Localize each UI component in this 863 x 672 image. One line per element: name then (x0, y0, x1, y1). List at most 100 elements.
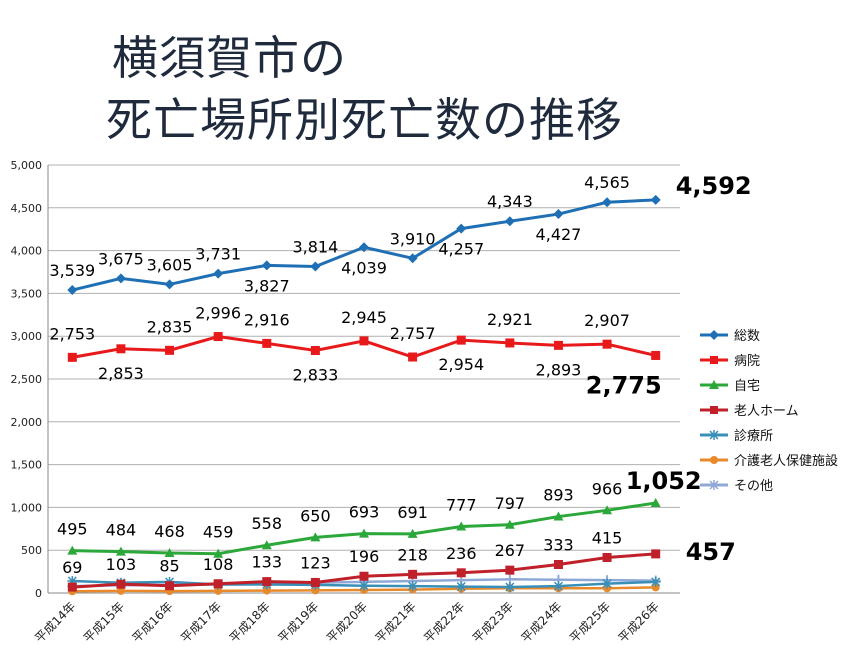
data-point (359, 242, 369, 253)
legend-swatch (700, 405, 728, 414)
y-tick-label: 5,000 (11, 159, 43, 172)
legend-swatch (700, 479, 728, 490)
data-label: 4,427 (536, 225, 582, 244)
data-point (505, 565, 515, 575)
data-point (67, 545, 78, 555)
data-label: 218 (397, 545, 428, 564)
data-point (213, 548, 224, 558)
data-point (553, 559, 563, 569)
data-label: 4,565 (584, 173, 630, 192)
data-label: 966 (592, 479, 623, 498)
data-label: 103 (106, 555, 137, 574)
data-label: 777 (446, 495, 477, 514)
data-point (310, 261, 321, 272)
legend-swatch (700, 379, 728, 389)
data-point (456, 335, 466, 345)
data-label: 4,592 (676, 172, 752, 200)
data-label: 3,605 (147, 255, 193, 274)
data-point (213, 332, 223, 342)
data-label: 236 (446, 544, 477, 563)
legend-label: 介護老人保健施設 (734, 454, 839, 469)
legend-item: 診療所 (700, 422, 838, 447)
x-tick-label: 平成21年 (373, 599, 419, 645)
data-point (115, 273, 126, 284)
legend-label: その他 (734, 479, 774, 494)
data-point (359, 336, 369, 346)
data-point (407, 581, 418, 592)
data-point (651, 350, 661, 360)
data-label: 693 (349, 503, 380, 522)
legend-label: 老人ホーム (734, 404, 799, 419)
data-point (214, 586, 223, 595)
legend-swatch (700, 355, 728, 364)
data-label: 558 (251, 514, 282, 533)
x-tick-label: 平成25年 (567, 599, 613, 645)
data-label: 797 (495, 494, 526, 513)
data-label: 2,833 (292, 365, 338, 384)
data-point (505, 338, 515, 348)
data-label: 3,827 (244, 276, 290, 295)
data-point (602, 339, 612, 349)
data-point (262, 577, 272, 587)
x-tick-label: 平成16年 (129, 599, 175, 645)
y-tick-label: 2,000 (11, 416, 43, 429)
y-tick-label: 3,000 (11, 330, 43, 343)
data-point (650, 194, 661, 205)
legend-label: 病院 (734, 354, 761, 369)
legend-label: 自宅 (734, 379, 761, 394)
data-point (553, 340, 563, 350)
data-point (553, 511, 564, 521)
data-label: 4,257 (438, 240, 484, 259)
data-point (456, 521, 467, 531)
legend-item: 老人ホーム (700, 397, 838, 422)
data-point (310, 532, 321, 542)
y-tick-label: 3,500 (11, 287, 43, 300)
data-label: 133 (251, 553, 282, 572)
data-label: 2,835 (147, 317, 193, 336)
data-point (311, 586, 320, 595)
data-point (456, 568, 466, 578)
data-point (651, 549, 661, 559)
y-tick-label: 500 (21, 544, 42, 557)
data-label: 85 (159, 557, 179, 576)
data-point (602, 552, 612, 562)
data-label: 2,916 (244, 310, 290, 329)
data-label: 2,853 (98, 364, 144, 383)
data-point (602, 505, 613, 515)
x-tick-label: 平成26年 (616, 599, 662, 645)
data-point (261, 260, 272, 271)
data-point (650, 576, 661, 587)
data-point (67, 582, 77, 592)
x-tick-label: 平成24年 (518, 599, 564, 645)
data-point (165, 581, 175, 591)
data-point (602, 197, 613, 208)
data-label: 2,954 (438, 355, 484, 374)
y-tick-label: 1,000 (11, 501, 43, 514)
data-point (67, 352, 77, 362)
data-point (407, 253, 418, 264)
data-point (504, 519, 515, 529)
y-tick-label: 1,500 (11, 459, 43, 472)
data-point (650, 497, 661, 507)
data-point (408, 569, 418, 579)
data-label: 123 (300, 553, 331, 572)
data-label: 2,907 (584, 311, 630, 330)
x-tick-label: 平成14年 (32, 599, 78, 645)
legend-item: その他 (700, 472, 838, 497)
data-point (164, 547, 175, 557)
data-label: 484 (106, 521, 137, 540)
data-point (116, 344, 126, 354)
data-point (67, 285, 78, 296)
data-label: 3,539 (49, 261, 95, 280)
data-label: 459 (203, 523, 234, 542)
data-point (504, 582, 515, 593)
data-point (602, 578, 613, 589)
data-label: 468 (154, 522, 185, 541)
legend-item: 総数 (700, 322, 838, 347)
data-label: 3,814 (292, 238, 338, 257)
legend-swatch (700, 329, 728, 340)
data-label: 2,753 (49, 324, 95, 343)
data-point (116, 586, 125, 595)
data-label: 108 (203, 555, 234, 574)
data-point (116, 579, 126, 589)
